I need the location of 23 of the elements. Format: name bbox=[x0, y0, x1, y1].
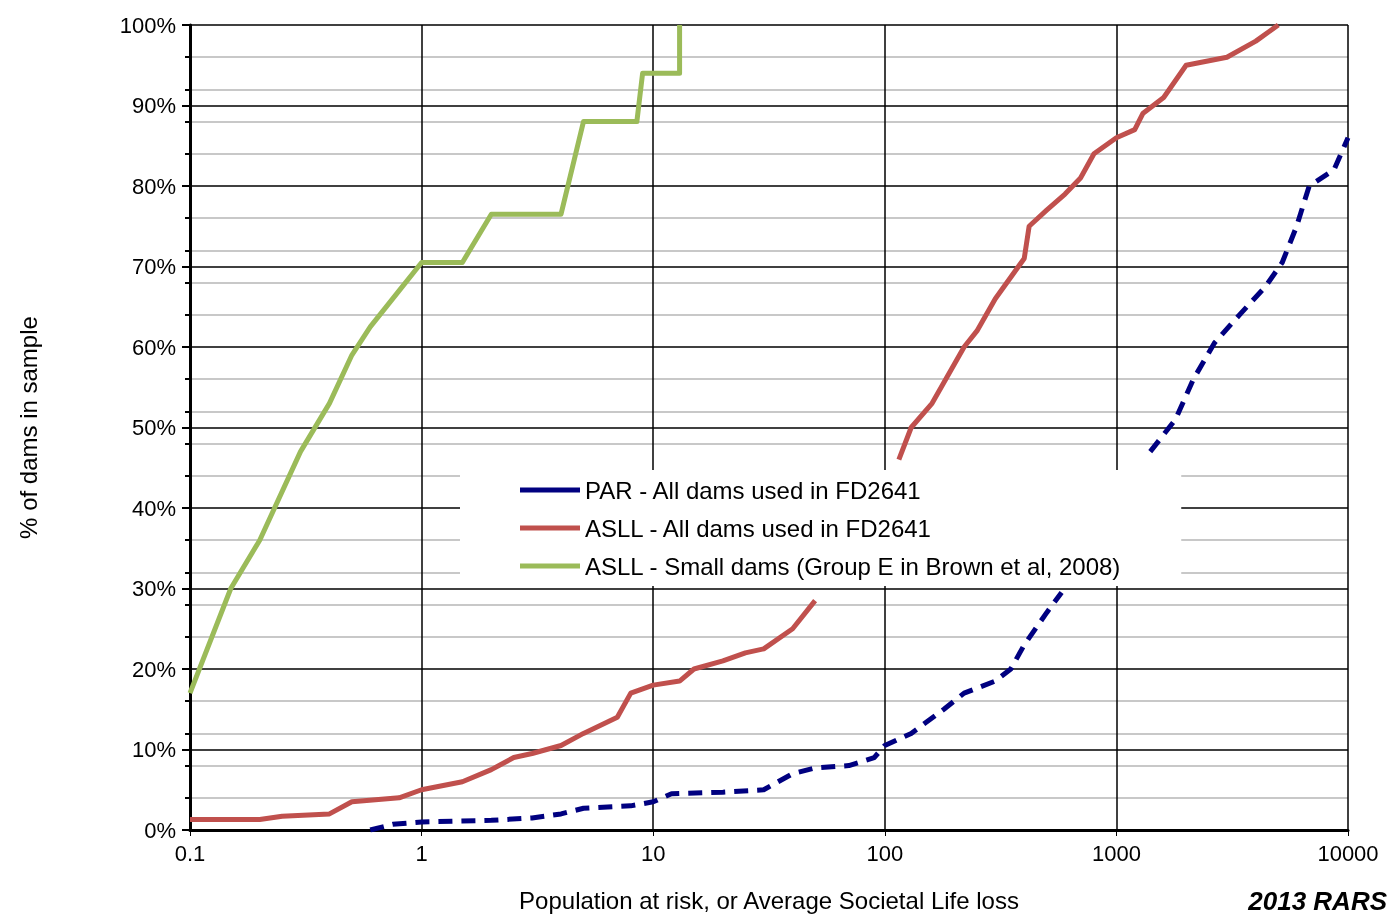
y-tick-label: 0% bbox=[144, 817, 176, 843]
y-tick-label: 70% bbox=[131, 254, 176, 279]
y-axis-title: % of dams in sample bbox=[14, 316, 42, 539]
legend-label: ASLL - Small dams (Group E in Brown et al, 2008) bbox=[585, 552, 1121, 580]
y-tick-label: 50% bbox=[131, 415, 176, 440]
x-tick-label: 100 bbox=[866, 840, 904, 866]
x-tick-label: 0.1 bbox=[174, 840, 206, 866]
x-tick-label: 1 bbox=[415, 840, 428, 866]
x-tick-label: 1000 bbox=[1091, 840, 1141, 866]
x-tick-label: 10000 bbox=[1317, 840, 1379, 866]
legend-label: ASLL - All dams used in FD2641 bbox=[585, 514, 931, 542]
x-tick-label: 10 bbox=[640, 840, 666, 866]
y-tick-label: 40% bbox=[131, 495, 176, 521]
y-tick-label: 100% bbox=[119, 12, 176, 38]
y-tick-label: 80% bbox=[131, 173, 176, 199]
x-axis-title: Population at risk, or Average Societal Life loss bbox=[519, 886, 1019, 914]
text: 2013 RARS bbox=[1248, 886, 1387, 917]
y-tick-label: 30% bbox=[131, 576, 176, 601]
y-tick-label: 60% bbox=[131, 334, 176, 360]
y-tick-label: 90% bbox=[131, 93, 176, 118]
y-tick-label: 20% bbox=[131, 656, 176, 682]
legend-label: PAR - All dams used in FD2641 bbox=[585, 476, 921, 504]
y-tick-label: 10% bbox=[131, 737, 176, 762]
